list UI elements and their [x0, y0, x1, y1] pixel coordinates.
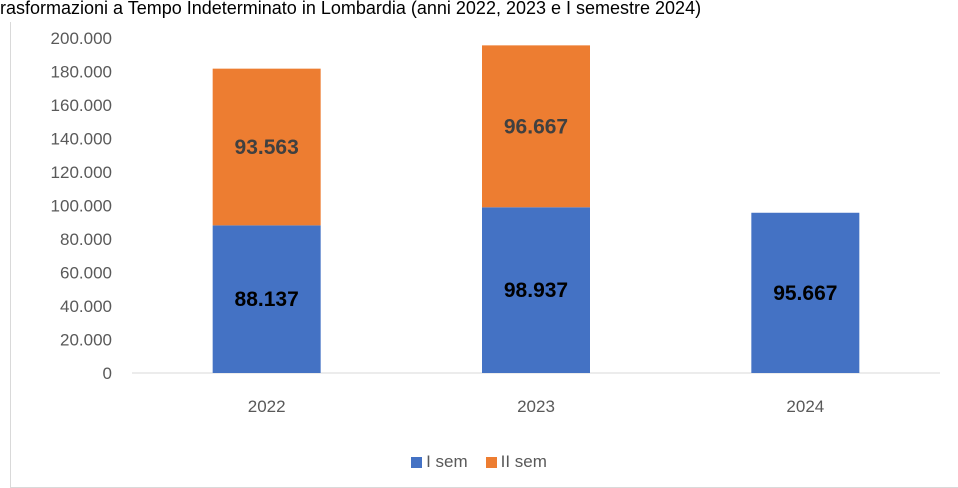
- chart-title: rasformazioni a Tempo Indeterminato in L…: [0, 0, 702, 18]
- y-tick-label: 140.000: [51, 130, 112, 149]
- y-tick-label: 160.000: [51, 96, 112, 115]
- x-tick-label: 2023: [517, 397, 555, 416]
- y-tick-label: 200.000: [51, 29, 112, 48]
- legend-label-ii-sem: II sem: [500, 452, 547, 471]
- data-label-ii-sem-2023: 96.667: [504, 115, 568, 138]
- y-tick-label: 0: [103, 364, 112, 383]
- y-tick-label: 120.000: [51, 163, 112, 182]
- data-label-ii-sem-2022: 93.563: [235, 136, 299, 159]
- bar-i-sem-2022: [212, 225, 321, 373]
- legend-swatch-ii-sem: [485, 456, 497, 468]
- y-tick-label: 180.000: [51, 63, 112, 82]
- legend-item-ii-sem: II sem: [485, 452, 547, 472]
- y-tick-label: 40.000: [60, 297, 112, 316]
- x-tick-label: 2022: [248, 397, 286, 416]
- y-tick-label: 100.000: [51, 197, 112, 216]
- bar-i-sem-2023: [482, 207, 590, 373]
- data-label-i-sem-2023: 98.937: [504, 279, 568, 302]
- y-tick-label: 20.000: [60, 331, 112, 350]
- legend-label-i-sem: I sem: [426, 452, 468, 471]
- y-tick-label: 60.000: [60, 264, 112, 283]
- x-tick-label: 2024: [786, 397, 824, 416]
- legend-swatch-i-sem: [411, 456, 423, 468]
- bar-i-sem-2024: [751, 212, 860, 373]
- bar-ii-sem-2023: [482, 45, 590, 208]
- y-tick-label: 80.000: [60, 230, 112, 249]
- chart-legend: I sem II sem: [0, 452, 958, 472]
- data-label-i-sem-2022: 88.137: [235, 288, 299, 311]
- bar-ii-sem-2022: [212, 68, 321, 226]
- legend-item-i-sem: I sem: [411, 452, 468, 472]
- data-label-i-sem-2024: 95.667: [773, 282, 837, 305]
